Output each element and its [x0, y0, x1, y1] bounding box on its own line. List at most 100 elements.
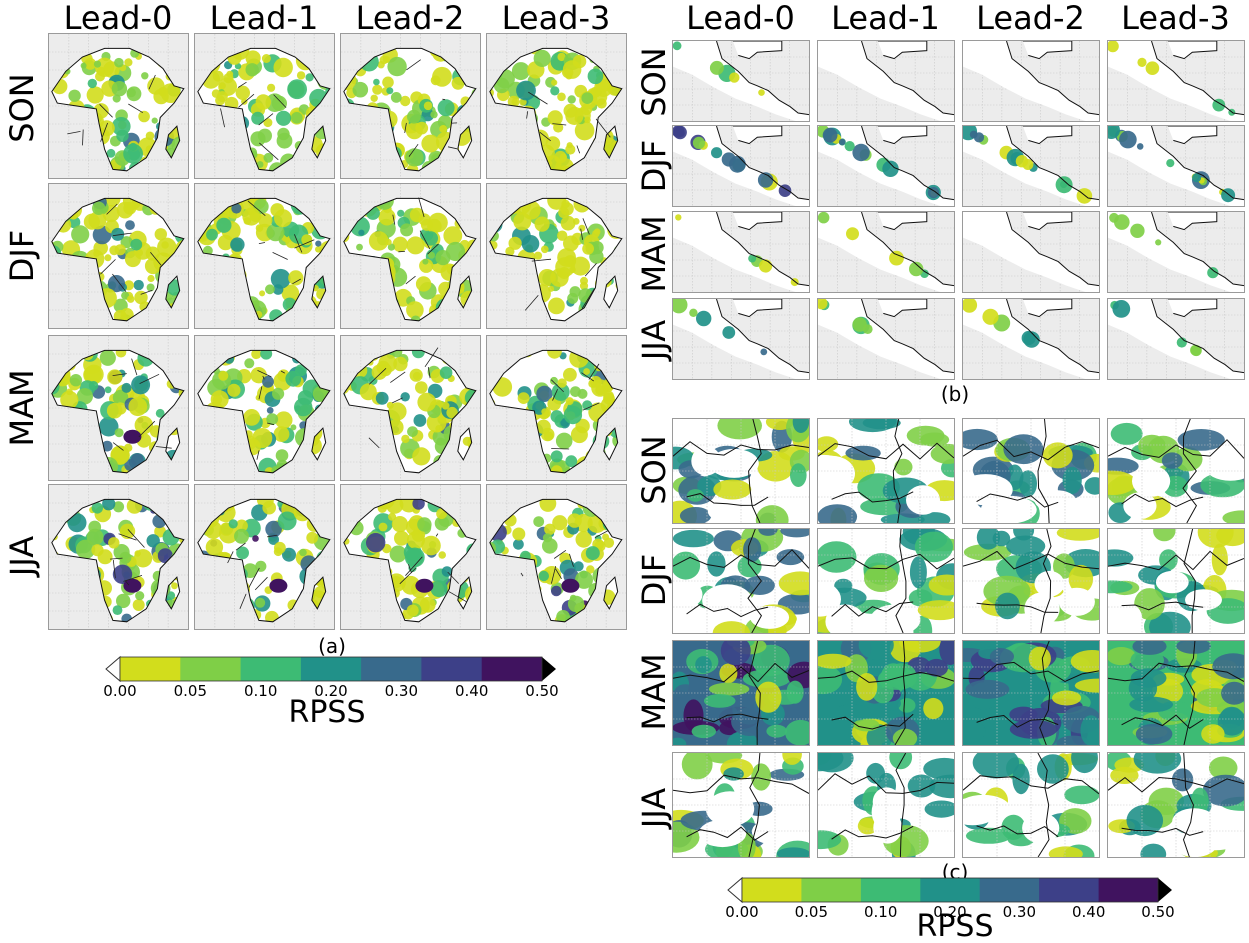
panel-a-row-label: JJA	[3, 535, 41, 577]
panel-b-row-label: DJF	[635, 139, 673, 193]
map-asia-jja-lead3	[1107, 752, 1245, 858]
map-africa-djf-lead1	[194, 183, 335, 329]
panel-b-col-label: Lead-0	[686, 0, 795, 37]
map-camerica-son-lead0	[672, 40, 810, 122]
colorbar-c-swatch	[1098, 878, 1159, 902]
map-asia-son-lead1	[817, 418, 955, 524]
colorbar-a-tick: 0.10	[243, 682, 278, 700]
map-asia-djf-lead2	[962, 528, 1100, 634]
map-asia-son-lead0	[672, 418, 810, 524]
panel-b-row-label: JJA	[635, 319, 673, 361]
colorbar-c-title: RPSS	[916, 909, 994, 943]
colorbar-a-tick: 0.40	[454, 682, 489, 700]
map-camerica-son-lead3	[1107, 40, 1245, 122]
colorbar-c-swatch	[920, 878, 981, 902]
colorbar-a-extend-max	[542, 657, 556, 681]
panel-a-row-label: SON	[3, 73, 41, 143]
colorbar-c-tick: 0.10	[863, 903, 898, 921]
colorbar-c-swatch	[742, 878, 802, 902]
panel-a-col-label: Lead-0	[63, 0, 173, 37]
panel-c-row-label: SON	[635, 435, 673, 505]
panel-b-label: (b)	[940, 382, 970, 406]
colorbar-a-swatch	[300, 657, 362, 681]
panel-b-col-label: Lead-3	[1121, 0, 1230, 37]
panel-b-row-label: MAM	[635, 215, 673, 293]
colorbar-a-swatch	[421, 657, 483, 681]
map-africa-mam-lead1	[194, 335, 335, 481]
panel-a-row-label: DJF	[3, 229, 41, 283]
map-asia-son-lead3	[1107, 418, 1245, 524]
map-asia-jja-lead0	[672, 752, 810, 858]
map-asia-jja-lead2	[962, 752, 1100, 858]
colorbar-c-tick: 0.50	[1141, 903, 1175, 921]
map-asia-mam-lead2	[962, 640, 1100, 746]
map-africa-jja-lead2	[340, 484, 481, 630]
map-africa-son-lead0	[48, 33, 189, 179]
colorbar-c-extend-min	[727, 876, 743, 904]
map-camerica-jja-lead2	[962, 298, 1100, 380]
map-camerica-son-lead2	[962, 40, 1100, 122]
colorbar-c-swatch	[979, 878, 1040, 902]
map-camerica-mam-lead1	[817, 211, 955, 293]
map-africa-mam-lead3	[486, 335, 627, 481]
map-africa-jja-lead1	[194, 484, 335, 630]
colorbar-a-tick: 0.00	[103, 682, 137, 700]
map-camerica-jja-lead3	[1107, 298, 1245, 380]
colorbar-c-tick: 0.20	[933, 903, 967, 921]
colorbar-a-extend-min	[105, 655, 121, 683]
colorbar-a	[105, 655, 556, 683]
map-camerica-djf-lead2	[962, 125, 1100, 207]
map-africa-mam-lead0	[48, 335, 189, 481]
panel-b-col-label: Lead-2	[976, 0, 1085, 37]
map-africa-mam-lead2	[340, 335, 481, 481]
colorbar-c-swatch	[1039, 878, 1099, 902]
colorbar-a-tick: 0.30	[384, 682, 418, 700]
colorbar-a-tick: 0.50	[525, 682, 559, 700]
map-camerica-mam-lead3	[1107, 211, 1245, 293]
panel-a-col-label: Lead-3	[501, 0, 611, 37]
map-camerica-jja-lead1	[817, 298, 955, 380]
map-asia-djf-lead1	[817, 528, 955, 634]
colorbar-a-swatch	[481, 657, 543, 681]
panel-a-col-label: Lead-1	[209, 0, 319, 37]
panel-c-row-label: MAM	[635, 653, 673, 731]
colorbar-a-title: RPSS	[288, 695, 366, 730]
colorbar-c-swatch	[860, 878, 921, 902]
map-camerica-jja-lead0	[672, 298, 810, 380]
panel-a-row-label: MAM	[3, 369, 41, 447]
map-asia-mam-lead1	[817, 640, 955, 746]
map-camerica-mam-lead2	[962, 211, 1100, 293]
panel-c-row-label: DJF	[635, 553, 673, 607]
map-asia-djf-lead0	[672, 528, 810, 634]
panel-b-col-label: Lead-1	[831, 0, 940, 37]
colorbar-a-tick: 0.20	[314, 682, 348, 700]
panel-b-row-label: SON	[635, 47, 673, 117]
colorbar-a-swatch	[120, 657, 181, 681]
panel-a-col-label: Lead-2	[355, 0, 465, 37]
map-africa-djf-lead2	[340, 183, 481, 329]
map-camerica-son-lead1	[817, 40, 955, 122]
map-africa-son-lead2	[340, 33, 481, 179]
colorbar-c-swatch	[801, 878, 862, 902]
map-asia-mam-lead0	[672, 640, 810, 746]
panel-c-label: (c)	[941, 860, 969, 884]
map-camerica-djf-lead3	[1107, 125, 1245, 207]
map-asia-jja-lead1	[817, 752, 955, 858]
colorbar-a-swatch	[180, 657, 242, 681]
colorbar-c	[727, 876, 1172, 904]
map-asia-djf-lead3	[1107, 528, 1245, 634]
map-africa-djf-lead0	[48, 183, 189, 329]
map-asia-son-lead2	[962, 418, 1100, 524]
map-asia-mam-lead3	[1107, 640, 1245, 746]
map-africa-jja-lead0	[48, 484, 189, 630]
map-africa-jja-lead3	[486, 484, 627, 630]
colorbar-c-extend-max	[1158, 878, 1172, 902]
map-camerica-mam-lead0	[672, 211, 810, 293]
colorbar-a-swatch	[240, 657, 302, 681]
map-camerica-djf-lead1	[817, 125, 955, 207]
panel-c-row-label: JJA	[635, 787, 673, 829]
colorbar-c-tick: 0.00	[725, 903, 759, 921]
map-africa-son-lead3	[486, 33, 627, 179]
map-africa-djf-lead3	[486, 183, 627, 329]
